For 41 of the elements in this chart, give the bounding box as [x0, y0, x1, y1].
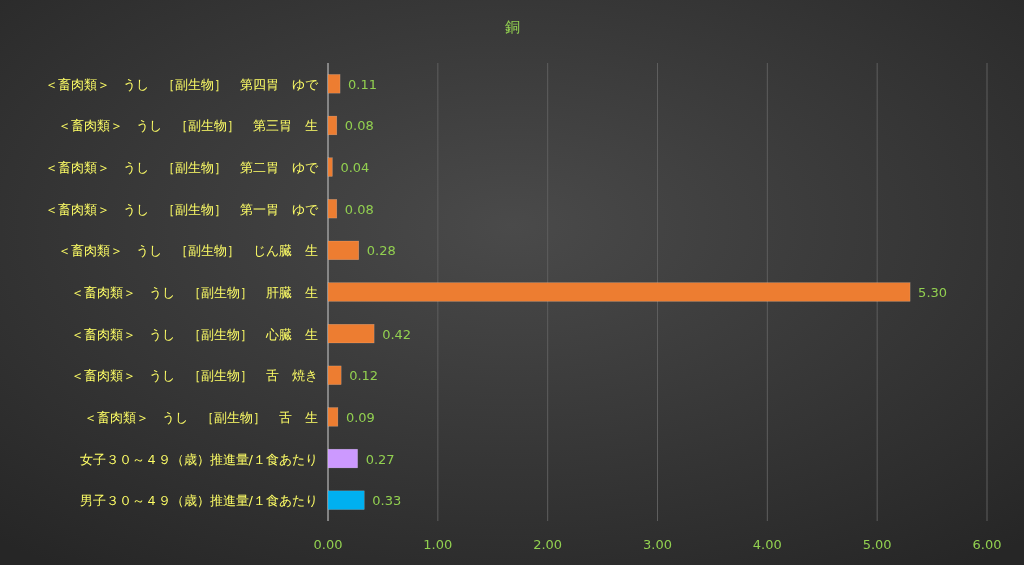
- y-tick-label: ＜畜肉類＞ うし ［副生物］ 心臓 生: [71, 326, 318, 342]
- y-tick-label: ＜畜肉類＞ うし ［副生物］ 舌 焼き: [71, 368, 318, 384]
- bar: [327, 365, 342, 385]
- y-tick-label: ＜畜肉類＞ うし ［副生物］ 肝臓 生: [71, 285, 318, 300]
- bar: [327, 240, 359, 260]
- data-label: 0.08: [344, 118, 374, 134]
- x-tick-label: 2.00: [533, 537, 563, 552]
- y-tick-label: ＜畜肉類＞ うし ［副生物］ じん臓 生: [58, 243, 318, 259]
- y-tick-label: 女子３０～４９（歳）推進量/１食あたり: [79, 451, 318, 467]
- y-tick-label: ＜畜肉類＞ うし ［副生物］ 第四胃 ゆで: [45, 76, 319, 92]
- bar: [327, 157, 333, 177]
- data-label: 5.30: [918, 285, 948, 300]
- bar: [327, 448, 358, 469]
- x-tick-label: 4.00: [752, 537, 782, 552]
- x-tick-label: 5.00: [862, 537, 892, 552]
- bar: [327, 490, 365, 510]
- x-tick-label: 1.00: [423, 537, 453, 552]
- data-label: 0.09: [345, 409, 375, 425]
- bar: [327, 199, 338, 219]
- bar: [327, 74, 341, 94]
- x-tick-label: 6.00: [972, 537, 1002, 552]
- data-label: 0.11: [348, 76, 378, 92]
- bar: [327, 324, 375, 344]
- x-tick-label: 3.00: [643, 537, 672, 552]
- data-label: 0.42: [382, 326, 412, 342]
- bar: [327, 282, 911, 302]
- y-tick-label: ＜畜肉類＞ うし ［副生物］ 第一胃 ゆで: [45, 201, 319, 217]
- chart-title: 銅: [504, 18, 520, 36]
- y-tick-label: 男子３０～４９（歳）推進量/１食あたり: [79, 493, 318, 509]
- data-label: 0.12: [349, 368, 379, 384]
- bar: [327, 407, 339, 427]
- y-tick-label: ＜畜肉類＞ うし ［副生物］ 舌 生: [84, 409, 318, 425]
- data-label: 0.08: [344, 201, 374, 217]
- data-label: 0.27: [365, 451, 395, 467]
- data-label: 0.28: [366, 243, 396, 259]
- y-tick-label: ＜畜肉類＞ うし ［副生物］ 第三胃 生: [58, 118, 318, 134]
- data-label: 0.04: [340, 160, 370, 176]
- bar: [327, 115, 338, 136]
- data-label: 0.33: [372, 493, 402, 509]
- x-tick-label: 0.00: [313, 537, 343, 552]
- y-tick-label: ＜畜肉類＞ うし ［副生物］ 第二胃 ゆで: [45, 160, 319, 176]
